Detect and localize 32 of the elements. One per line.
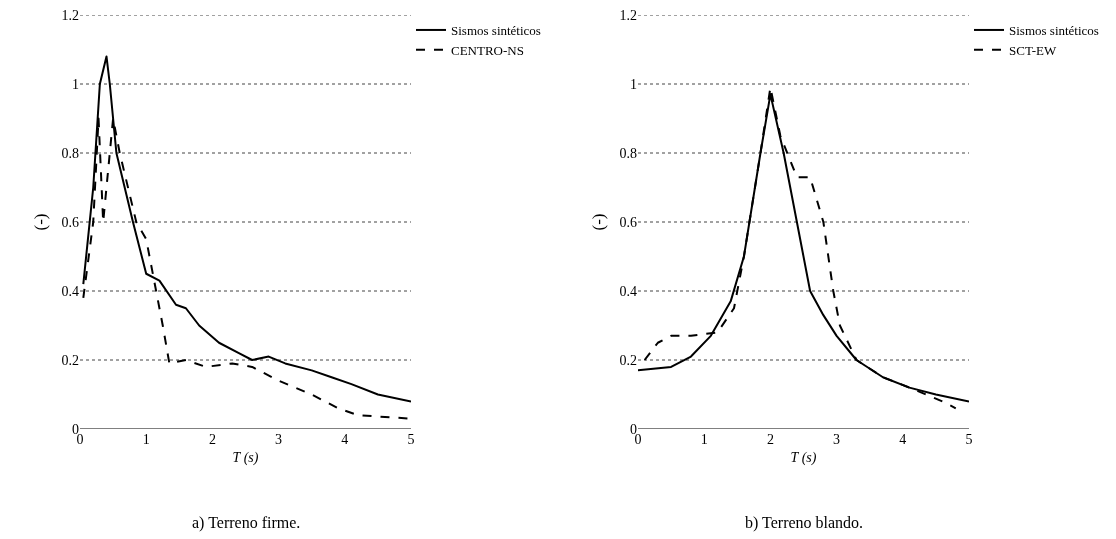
legend-label: Sismos sintéticos <box>451 23 541 39</box>
x-tick-label: 2 <box>766 432 774 447</box>
y-tick-label: 0.6 <box>619 214 637 230</box>
x-axis-title: T (s) <box>232 450 259 467</box>
y-tick-label: 0.2 <box>619 352 637 368</box>
y-tick-label: 1 <box>630 76 637 92</box>
x-tick-label: 5 <box>407 432 415 447</box>
x-tick-label: 2 <box>208 432 216 447</box>
y-tick-label: 0.4 <box>61 283 79 299</box>
text: b) Terreno blando. <box>745 514 864 532</box>
x-tick-label: 4 <box>899 432 907 447</box>
y-tick-label: 0.8 <box>619 145 637 161</box>
y-tick-label: 1.2 <box>61 7 79 23</box>
x-tick-label: 4 <box>341 432 349 447</box>
legend-label: SCT-EW <box>1009 42 1057 58</box>
y-tick-label: 1.2 <box>619 7 637 23</box>
x-tick-label: 1 <box>700 432 708 447</box>
x-tick-label: 1 <box>142 432 150 447</box>
y-tick-label: 0.4 <box>619 283 637 299</box>
y-tick-label: 0.2 <box>61 352 79 368</box>
x-tick-label: 3 <box>833 432 841 447</box>
legend-label: Sismos sintéticos <box>1009 23 1099 39</box>
x-tick-label: 3 <box>275 432 283 447</box>
x-tick-label: 5 <box>965 432 973 447</box>
y-tick-label: 1 <box>72 76 79 92</box>
y-tick-label: 0.8 <box>61 145 79 161</box>
text: a) Terreno firme. <box>192 514 301 532</box>
legend-label: CENTRO-NS <box>451 42 524 58</box>
y-axis-title: (-) <box>589 213 609 231</box>
y-tick-label: 0.6 <box>61 214 79 230</box>
y-axis-title: (-) <box>31 213 51 231</box>
x-axis-title: T (s) <box>790 450 817 467</box>
